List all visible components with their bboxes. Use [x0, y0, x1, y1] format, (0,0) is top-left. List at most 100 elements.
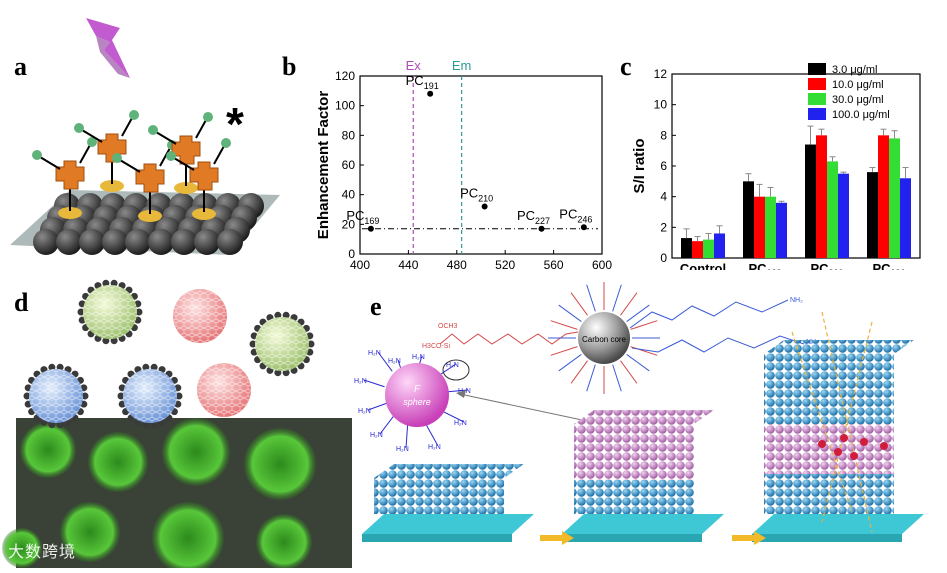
y-tick-label: 4 [660, 190, 667, 204]
x-tick-label: 600 [592, 258, 612, 270]
bar [681, 238, 692, 258]
y-tick-label: 10 [654, 98, 668, 112]
bar [878, 135, 889, 258]
bar [827, 161, 838, 258]
y-tick-label: 60 [342, 158, 356, 172]
f-sphere: F sphere [385, 363, 449, 427]
bar [889, 138, 900, 258]
svg-text:Carbon core: Carbon core [582, 335, 627, 344]
bar [743, 181, 754, 258]
panel-label-c: c [620, 52, 632, 81]
legend-label: 30.0 μg/ml [832, 94, 884, 106]
svg-text:H₂N: H₂N [358, 408, 371, 415]
panel-a: * a [0, 0, 290, 270]
data-point [580, 224, 587, 231]
category-label: Control [680, 261, 726, 270]
data-point [481, 203, 488, 210]
panel-e: OCH3 H3CO-Si H₂N H₂N H₂N H₂N H₂N H₂N H₂N H₂N H₂N H₂… [352, 272, 947, 568]
x-tick-label: 480 [447, 258, 467, 270]
bar [816, 135, 827, 258]
bar [754, 196, 765, 258]
legend-swatch [808, 78, 826, 90]
point-label: PC210 [460, 186, 493, 204]
si-ratio-chart: 0 2 4 6 8 10 12 S/I ratio Control PC169 PC210 PC191… [631, 63, 921, 278]
y-tick-label: 8 [660, 128, 667, 142]
data-point [538, 225, 545, 232]
panel-label-e: e [370, 292, 382, 321]
panel-a-illustration: * [10, 18, 280, 255]
bar [900, 178, 911, 258]
svg-text:H₂N: H₂N [396, 446, 409, 453]
y-tick-label: 6 [660, 159, 667, 173]
x-tick-label: 560 [544, 258, 564, 270]
point-label: PC246 [559, 206, 592, 224]
panel-b: 020406080100120400440480520560600Stop Ba… [282, 0, 620, 288]
legend-label: 100.0 μg/ml [832, 109, 890, 121]
y-tick-label: 80 [342, 128, 356, 142]
data-point [427, 90, 434, 97]
panel-c: 0 2 4 6 8 10 12 S/I ratio Control PC169 PC210 PC191… [620, 0, 947, 278]
legend-swatch [808, 63, 826, 75]
lightning-bolt-icon [86, 18, 130, 78]
svg-text:H3CO-Si: H3CO-Si [422, 343, 450, 350]
y-axis-label: S/I ratio [631, 138, 648, 193]
svg-text:OCH3: OCH3 [438, 323, 458, 330]
x-tick-label: 520 [495, 258, 515, 270]
svg-text:NH₂: NH₂ [790, 297, 803, 304]
x-tick-label: 400 [350, 258, 370, 270]
y-tick-label: 100 [335, 99, 355, 113]
y-axis-label: Enhancement Factor [315, 91, 332, 240]
point-label: PC191 [406, 73, 439, 91]
svg-text:sphere: sphere [403, 397, 431, 407]
molecule-layer [32, 110, 231, 222]
legend-swatch [808, 108, 826, 120]
legend-swatch [808, 93, 826, 105]
legend-label: 10.0 μg/ml [832, 79, 884, 91]
bar [867, 172, 878, 258]
legend-label: 3.0 μg/ml [832, 64, 877, 76]
svg-text:H₂N: H₂N [412, 354, 425, 361]
svg-text:H₂N: H₂N [370, 432, 383, 439]
svg-text:H₂N: H₂N [388, 358, 401, 365]
y-tick-label: 40 [342, 188, 356, 202]
svg-text:H₂N: H₂N [368, 350, 381, 357]
marker-label-ex: Ex [406, 58, 422, 73]
watermark-text: 大数跨境 [8, 542, 77, 561]
bar [805, 144, 816, 258]
panel-label-b: b [282, 52, 297, 81]
point-label: PC227 [517, 208, 550, 226]
svg-text:F: F [414, 384, 421, 395]
y-tick-label: 0 [660, 251, 667, 265]
category-label: PC191 [872, 261, 905, 270]
bar [838, 173, 849, 258]
bar [703, 239, 714, 258]
marker-label-em: Em [452, 58, 472, 73]
svg-text:H₂N: H₂N [446, 362, 459, 369]
bar [776, 202, 787, 258]
panel-d: d 大数跨境 [0, 272, 352, 573]
colored-spheres [23, 279, 315, 429]
svg-text:H₂N: H₂N [454, 420, 467, 427]
panel-d-illustration [2, 279, 352, 573]
bar [692, 241, 703, 258]
category-label: PC169 [748, 261, 781, 270]
y-tick-label: 0 [348, 247, 355, 261]
fluorescent-spheres [2, 418, 316, 573]
y-tick-label: 2 [660, 220, 667, 234]
enhancement-factor-chart: 020406080100120400440480520560600Stop Ba… [315, 58, 612, 288]
bar [765, 196, 776, 258]
y-tick-label: 120 [335, 69, 355, 83]
carbon-core: Carbon core [578, 312, 630, 364]
bar [714, 233, 725, 258]
svg-text:H₂N: H₂N [354, 378, 367, 385]
panel-label-a: a [14, 52, 27, 81]
category-label: PC210 [810, 261, 843, 270]
panel-e-illustration: OCH3 H3CO-Si H₂N H₂N H₂N H₂N H₂N H₂N H₂N H₂N H₂N H₂… [354, 282, 924, 545]
svg-text:H₂N: H₂N [428, 444, 441, 451]
point-label: PC169 [346, 208, 379, 226]
data-point [367, 225, 374, 232]
panel-label-d: d [14, 288, 29, 317]
y-tick-label: 12 [654, 67, 668, 81]
asterisk-mark: * [226, 98, 244, 150]
y-tick-label: 20 [342, 217, 356, 231]
